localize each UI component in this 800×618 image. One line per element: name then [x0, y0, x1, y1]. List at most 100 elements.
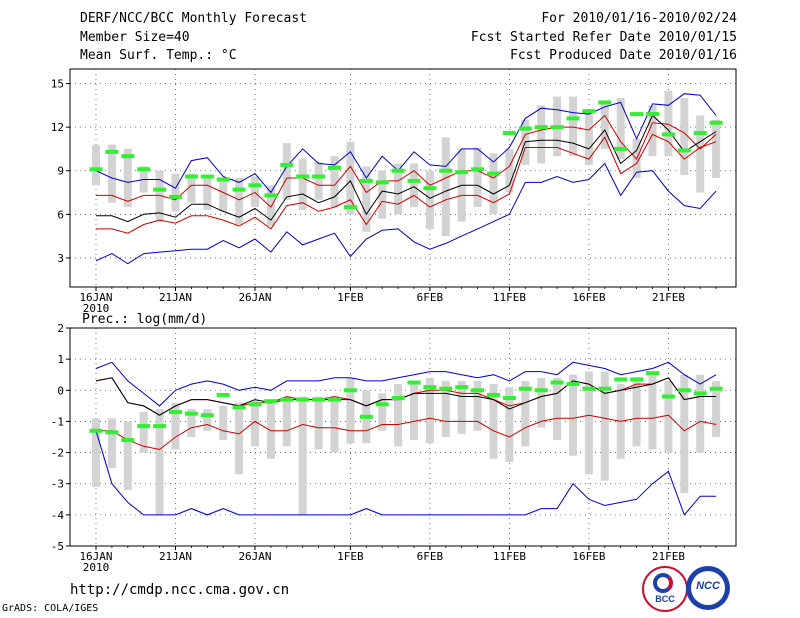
- forecast-marker: [550, 125, 564, 130]
- x-tick-label: 26JAN: [238, 291, 271, 304]
- spread-box: [362, 166, 371, 232]
- forecast-marker: [391, 168, 405, 173]
- min-line: [95, 162, 717, 265]
- forecast-marker: [550, 380, 564, 385]
- precip-title: Prec.: log(mm/d): [82, 312, 207, 327]
- forecast-marker: [709, 386, 723, 391]
- forecast-marker: [216, 392, 230, 397]
- spread-box: [632, 377, 641, 447]
- lower-percentile-line: [96, 133, 717, 234]
- forecast-marker: [343, 205, 357, 210]
- spread-box: [314, 162, 323, 200]
- forecast-marker: [455, 170, 469, 175]
- y-tick-label: 0: [57, 384, 64, 397]
- forecast-marker: [646, 112, 659, 117]
- y-tick-label: -3: [51, 478, 64, 491]
- forecast-marker: [280, 162, 294, 167]
- y-tick-label: -4: [51, 509, 65, 522]
- spread-box: [107, 418, 116, 469]
- spread-box: [600, 100, 609, 149]
- spread-box: [92, 418, 100, 487]
- spread-box: [441, 137, 450, 237]
- spread-box: [235, 402, 244, 475]
- forecast-marker: [359, 414, 373, 419]
- x-tick-label: 16JAN: [79, 291, 112, 304]
- forecast-marker: [184, 174, 198, 179]
- x-tick-label: 1FEB: [337, 550, 364, 563]
- forecast-marker: [677, 148, 691, 153]
- spread-box: [680, 98, 689, 176]
- y-tick-label: 6: [57, 208, 64, 221]
- forecast-marker: [232, 405, 246, 410]
- max-line: [95, 361, 717, 407]
- plot-frame: [69, 68, 737, 288]
- x-tick-label: 16FEB: [572, 550, 605, 563]
- forecast-marker: [487, 171, 500, 176]
- spread-box: [171, 402, 180, 450]
- max-line: [95, 93, 717, 194]
- bcc-logo: BCC: [642, 566, 688, 612]
- spread-box: [235, 178, 244, 225]
- spread-box: [330, 396, 339, 453]
- spread-box: [584, 371, 593, 475]
- ensemble-mean-line: [96, 114, 717, 223]
- spread-box: [712, 380, 721, 437]
- forecast-marker: [343, 388, 357, 393]
- forecast-marker: [359, 178, 373, 183]
- forecast-marker: [121, 438, 135, 443]
- spread-box: [600, 371, 609, 481]
- spread-box: [457, 380, 466, 434]
- variable-label: Mean Surf. Temp.: °C: [80, 48, 237, 63]
- forecast-marker: [328, 397, 341, 402]
- spread-box: [266, 185, 275, 226]
- spread-box: [203, 176, 212, 210]
- forecast-marker: [582, 386, 596, 391]
- spread-box: [187, 408, 196, 437]
- forecast-marker: [105, 430, 119, 435]
- forecast-marker: [200, 174, 214, 179]
- forecast-marker: [184, 411, 198, 416]
- forecast-marker: [169, 194, 182, 199]
- lower-percentile-line: [96, 414, 717, 451]
- source-url[interactable]: http://cmdp.ncc.cma.gov.cn: [70, 582, 290, 598]
- spread-box: [314, 396, 323, 450]
- forecast-marker: [89, 428, 103, 433]
- member-size-label: Member Size=40: [80, 30, 190, 45]
- spread-box: [394, 384, 403, 447]
- forecast-marker: [661, 132, 675, 137]
- forecast-marker: [232, 187, 246, 192]
- spread-box: [505, 387, 514, 462]
- forecast-marker: [439, 386, 453, 391]
- x-tick-label: 21FEB: [652, 550, 685, 563]
- forecast-marker: [502, 396, 516, 401]
- forecast-produced-label: Fcst Produced Date 2010/01/16: [510, 48, 737, 63]
- spread-box: [696, 115, 705, 193]
- spread-box: [251, 399, 259, 447]
- spread-box: [489, 384, 498, 459]
- x-tick-year-label: 2010: [83, 561, 110, 574]
- spread-box: [410, 380, 418, 441]
- spread-box: [346, 377, 355, 444]
- spread-box: [441, 380, 450, 437]
- forecast-marker: [534, 388, 548, 393]
- spread-box: [680, 374, 689, 494]
- spread-box: [553, 377, 562, 441]
- forecast-marker: [598, 386, 612, 391]
- spread-box: [92, 144, 100, 186]
- spread-box: [266, 399, 275, 459]
- ncc-logo-text: NCC: [696, 580, 720, 592]
- forecast-marker: [137, 167, 151, 172]
- forecast-marker: [534, 125, 548, 130]
- spread-box: [473, 380, 482, 431]
- forecast-marker: [391, 396, 405, 401]
- spread-box: [584, 112, 593, 165]
- spread-box: [664, 90, 673, 157]
- spread-box: [155, 170, 164, 222]
- forecast-marker: [630, 377, 644, 382]
- spread-box: [616, 98, 625, 160]
- ncc-globe-icon: [691, 571, 725, 605]
- y-tick-label: 15: [51, 78, 64, 91]
- forecast-marker: [264, 193, 278, 198]
- forecast-marker: [121, 154, 135, 159]
- spread-box: [123, 421, 132, 490]
